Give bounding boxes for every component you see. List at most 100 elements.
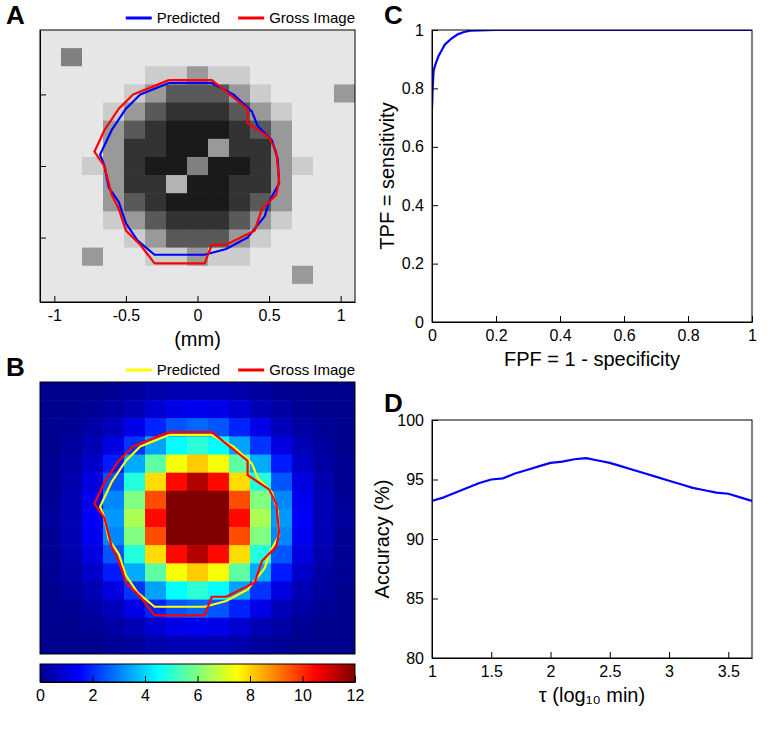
heatmap-cell <box>313 121 335 140</box>
legend-item: Predicted <box>126 361 220 378</box>
heatmap-cell <box>103 418 125 437</box>
tick-label: -1 <box>48 307 62 324</box>
tick-mark <box>432 205 438 206</box>
heatmap-cell <box>40 527 62 546</box>
heatmap-cell <box>208 455 230 474</box>
heatmap-cell <box>166 382 188 401</box>
heatmap-cell <box>145 581 167 600</box>
heatmap-cell <box>166 229 188 248</box>
heatmap-cell <box>334 139 355 158</box>
heatmap-cell <box>208 175 230 194</box>
heatmap-cell <box>82 455 104 474</box>
heatmap-cell <box>292 248 314 267</box>
tick-label: 0.5 <box>258 307 280 324</box>
x-axis-title: FPF = 1 - specificity <box>504 348 680 370</box>
heatmap-cell <box>313 157 335 176</box>
heatmap-cell <box>313 382 335 401</box>
heatmap-cell <box>187 455 209 474</box>
heatmap-cell <box>166 455 188 474</box>
heatmap-cell <box>124 284 146 302</box>
figure-svg: -1-0.500.51(mm)APredictedGross ImageBPre… <box>0 0 771 734</box>
heatmap-cell <box>229 400 251 419</box>
heatmap-cell <box>40 436 62 455</box>
heatmap-cell <box>334 48 355 67</box>
tick: 0.6 <box>613 316 635 344</box>
heatmap-cell <box>40 121 62 140</box>
heatmap-cell <box>292 563 314 582</box>
tick-mark <box>551 652 552 658</box>
tick-mark <box>624 316 625 322</box>
heatmap-cell <box>187 473 209 492</box>
tick-label: 2 <box>547 663 556 680</box>
x-axis-title: τ (log₁₀ min) <box>539 684 645 706</box>
heatmap-cell <box>145 618 167 637</box>
colorbar <box>40 664 355 682</box>
heatmap-cell <box>250 600 272 619</box>
axis-line <box>432 31 433 323</box>
heatmap-cell <box>187 48 209 67</box>
axis-line <box>433 658 753 659</box>
tick: 0.2 <box>402 255 438 272</box>
heatmap-cell <box>250 418 272 437</box>
heatmap-cell <box>103 400 125 419</box>
tick: 0.8 <box>402 80 438 97</box>
heatmap-cell <box>292 473 314 492</box>
tick: 85 <box>406 590 438 607</box>
heatmap-cell <box>271 400 293 419</box>
panel-letter: A <box>6 0 25 30</box>
tick: 100 <box>397 412 438 429</box>
heatmap-cell <box>334 600 355 619</box>
heatmap-cell <box>334 563 355 582</box>
tick-mark <box>432 322 438 323</box>
heatmap-cell <box>250 636 272 654</box>
heatmap-cell <box>61 121 83 140</box>
plot-area <box>432 30 752 109</box>
heatmap-cell <box>313 211 335 230</box>
heatmap-cell <box>103 382 125 401</box>
tick-label: 10 <box>294 687 312 704</box>
heatmap-cell <box>61 48 83 67</box>
axis-line <box>41 682 356 683</box>
heatmap-cell <box>166 400 188 419</box>
heatmap-cell <box>61 66 83 85</box>
heatmap-cell <box>187 491 209 510</box>
tick-label: 6 <box>194 687 203 704</box>
heatmap-cell <box>40 545 62 564</box>
heatmap-cell <box>250 157 272 176</box>
tick: 90 <box>406 531 438 548</box>
heatmap-cell <box>313 266 335 285</box>
heatmap-cell <box>145 121 167 140</box>
heatmap-cell <box>313 400 335 419</box>
heatmap-cell <box>208 618 230 637</box>
heatmap-cell <box>82 400 104 419</box>
tick: 4 <box>141 676 150 704</box>
heatmap-cell <box>229 618 251 637</box>
heatmap-cell <box>229 563 251 582</box>
tick: 3 <box>665 652 674 680</box>
heatmap-cell <box>229 66 251 85</box>
heatmap-cell <box>292 121 314 140</box>
heatmap-cell <box>334 284 355 302</box>
heatmap-cell <box>145 636 167 654</box>
tick-label: -0.5 <box>113 307 141 324</box>
panel-letter: C <box>384 0 403 30</box>
heatmap-cell <box>166 491 188 510</box>
plot-frame <box>432 420 752 658</box>
heatmap-cell <box>124 48 146 67</box>
heatmap-cell <box>292 418 314 437</box>
heatmap-cell <box>292 48 314 67</box>
tick: 1 <box>748 316 757 344</box>
panel: -1-0.500.51(mm)APredictedGross Image <box>6 0 356 350</box>
heatmap-cell <box>166 563 188 582</box>
heatmap-cell <box>292 30 314 49</box>
heatmap-cell <box>271 66 293 85</box>
heatmap-cell <box>292 600 314 619</box>
heatmap-cell <box>61 545 83 564</box>
heatmap-cell <box>124 491 146 510</box>
heatmap-cell <box>103 266 125 285</box>
heatmap-cell <box>124 473 146 492</box>
heatmap-cell <box>334 382 355 401</box>
tick-mark <box>669 652 670 658</box>
heatmap-cell <box>40 284 62 302</box>
heatmap-cell <box>40 491 62 510</box>
